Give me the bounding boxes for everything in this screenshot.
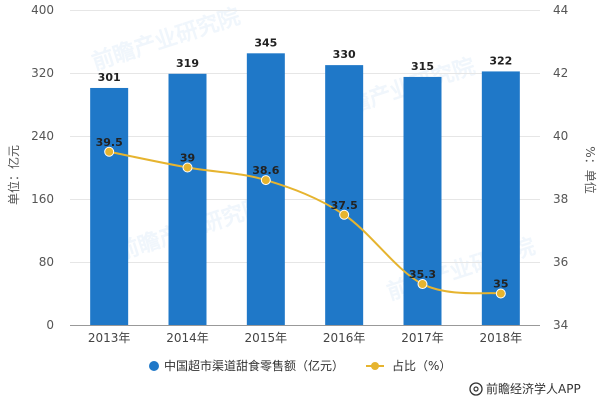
right-tick-label: 34 [553,318,568,332]
line-point [182,162,193,173]
line-point [260,175,271,186]
bar-value-label: 345 [254,36,277,49]
left-axis: 0 80 160 240 320 400 [31,3,54,332]
right-axis-title: %：单位 [583,146,598,193]
line-value-label: 35.3 [409,268,436,281]
left-tick-label: 400 [31,3,54,17]
legend-bar-label: 中国超市渠道甜食零售额（亿元） [164,358,344,373]
legend-line-label: 占比（%） [392,358,451,373]
bar-value-label: 319 [176,57,199,70]
left-tick-label: 320 [31,66,54,80]
bar-series [90,53,520,326]
line-point [339,209,350,220]
watermark-text: 前瞻产业研究院 [89,3,244,75]
bar-value-label: 330 [333,48,356,61]
legend-line-dot [371,362,379,370]
bar [325,65,364,325]
line-point [104,146,115,157]
left-tick-label: 80 [39,255,54,269]
bar-labels: 301 319 345 330 315 322 [98,36,513,84]
line-value-label: 35 [493,278,508,291]
x-tick-label: 2016年 [323,331,366,345]
x-tick-label: 2018年 [480,331,523,345]
line-point [495,288,506,299]
x-tick-label: 2015年 [245,331,288,345]
left-tick-label: 240 [31,129,54,143]
watermark: 前瞻产业研究院 前瞻产业研究院 前瞻产业研究院 前瞻产业研究院 [89,3,539,305]
x-axis: 2013年 2014年 2015年 2016年 2017年 2018年 [88,331,522,345]
line-value-label: 37.5 [331,199,358,212]
right-axis: 34 36 38 40 42 44 [553,3,568,332]
line-labels: 39.5 39 38.6 37.5 35.3 35 [96,136,509,291]
bar [168,73,207,325]
line-point [417,279,428,290]
legend-bar-marker [149,361,159,371]
right-tick-label: 42 [553,66,568,80]
source: 前瞻经济学人APP [469,381,581,396]
left-tick-label: 0 [46,318,54,332]
left-tick-label: 160 [31,192,54,206]
bar [90,87,129,326]
bar-value-label: 315 [411,60,434,73]
right-tick-label: 38 [553,192,568,206]
line-value-label: 39 [180,152,195,165]
legend: 中国超市渠道甜食零售额（亿元） 占比（%） [149,358,451,373]
right-tick-label: 36 [553,255,568,269]
bar [246,53,285,325]
grid [70,10,540,263]
line-value-label: 38.6 [252,164,279,177]
x-tick-label: 2013年 [88,331,131,345]
line-value-label: 39.5 [96,136,123,149]
right-tick-label: 44 [553,3,568,17]
x-tick-label: 2014年 [166,331,209,345]
bar-value-label: 301 [98,71,121,84]
left-axis-title: 单位：亿元 [6,145,21,205]
bar-value-label: 322 [489,54,512,67]
source-text: 前瞻经济学人APP [486,381,581,396]
line-series [104,146,506,299]
at-icon-inner [473,386,479,392]
bar [481,71,520,325]
x-tick-label: 2017年 [401,331,444,345]
at-icon [469,382,483,396]
right-tick-label: 40 [553,129,568,143]
